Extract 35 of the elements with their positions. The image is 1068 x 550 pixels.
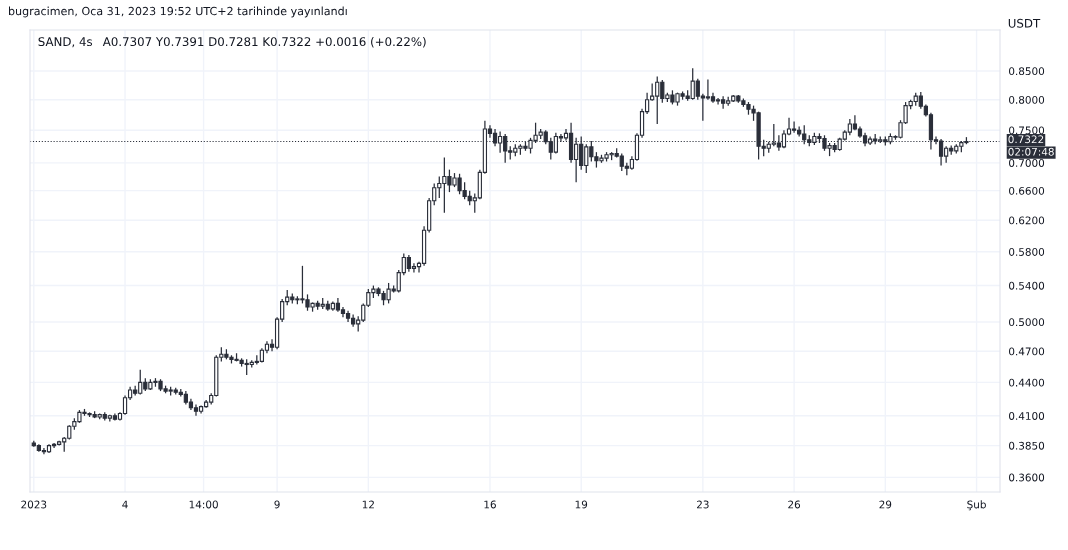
candlestick [791, 120, 797, 134]
y-tick-label: 0.5800 [1009, 248, 1045, 256]
y-tick-label: 0.7500 [1009, 126, 1045, 135]
y-tick-label: 0.5000 [1009, 318, 1045, 327]
y-tick-label: 0.4700 [1009, 347, 1045, 356]
text: 02:07:48 [1008, 147, 1054, 156]
x-tick-label: 16 [484, 500, 496, 509]
x-tick-label: 26 [788, 500, 801, 509]
x-tick-label: 19 [575, 500, 588, 509]
text: SAND, 4s [38, 37, 93, 48]
x-tick-label: 2023 [21, 500, 47, 509]
ref-line-label: 0.7322 [1008, 135, 1044, 144]
x-tick-label: 4 [122, 500, 128, 509]
x-tick-label: 14:00 [189, 500, 218, 509]
x-tick-label: Şub [967, 500, 986, 511]
y-tick-label: 0.3600 [1009, 473, 1045, 482]
y-tick-label: 0.4100 [1009, 412, 1045, 420]
y-tick-label: 0.6600 [1009, 186, 1045, 195]
chart-subtitle: bugracimen, Oca 31, 2023 19:52 UTC+2 tarihinde yayınlandı [9, 6, 347, 18]
y-tick-label: 0.8000 [1009, 95, 1045, 104]
y-tick-label: 0.6200 [1009, 216, 1045, 225]
candlestick [193, 403, 199, 417]
y-tick-label: 0.8500 [1009, 67, 1045, 76]
x-tick-label: 9 [274, 500, 280, 509]
y-axis-title: USDT [1008, 18, 1041, 28]
y-tick-label: 0.7000 [1009, 159, 1045, 167]
candlestick [705, 78, 711, 101]
annotation: A0.7307 Y0.7391 D0.7281 K0.7322 +0.0016 (+0.22%) [102, 36, 426, 48]
y-tick-label: 0.5400 [1009, 281, 1045, 290]
x-tick-label: 29 [879, 500, 892, 509]
y-tick-label: 0.3850 [1009, 441, 1045, 450]
candlestick [497, 130, 503, 154]
x-tick-label: 12 [362, 500, 374, 509]
y-tick-label: 0.4400 [1009, 378, 1045, 387]
x-tick-label: 23 [696, 500, 709, 509]
